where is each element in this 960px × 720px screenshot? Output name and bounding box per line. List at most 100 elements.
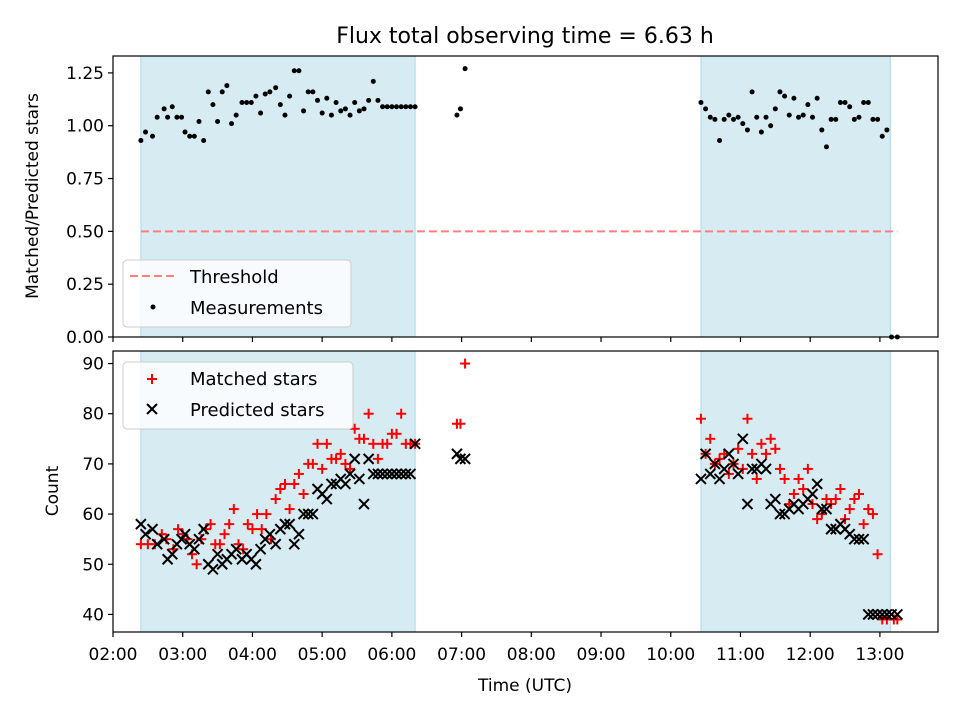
bottom-xtick-label: 08:00: [507, 645, 556, 665]
measurement-point: [721, 116, 727, 122]
matched-star-point: [844, 504, 855, 515]
measurement-point: [735, 114, 741, 120]
matched-star-point: [284, 504, 295, 515]
predicted-star-point: [454, 453, 467, 465]
matched-star-point: [779, 473, 790, 484]
bottom-ytick-label: 60: [82, 505, 104, 525]
predicted-star-point: [146, 523, 159, 535]
bottom-ytick-label: 40: [82, 605, 104, 625]
bottom-observing-window-2: [700, 350, 891, 633]
bottom-ylabel: Count: [43, 465, 63, 516]
legend-predicted-label: Predicted stars: [190, 400, 324, 421]
predicted-star-point: [381, 468, 393, 480]
predicted-star-point: [451, 448, 463, 460]
legend-measurements-swatch: [150, 304, 156, 310]
measurement-point: [187, 133, 193, 139]
measurement-point: [782, 93, 788, 99]
predicted-star-point: [867, 608, 879, 621]
predicted-star-point: [732, 468, 744, 480]
measurement-point: [870, 116, 876, 122]
predicted-star-point: [848, 533, 861, 545]
bottom-legend: Matched stars Predicted stars: [122, 361, 354, 430]
measurement-point: [143, 129, 149, 135]
measurement-point: [726, 112, 732, 118]
measurement-point: [768, 123, 774, 129]
matched-star-point: [358, 433, 369, 444]
measurement-point: [833, 116, 839, 122]
measurement-point: [248, 99, 254, 105]
matched-star-point: [238, 544, 249, 555]
measurement-point: [707, 114, 713, 120]
matched-star-point: [858, 519, 869, 530]
measurement-point: [352, 99, 358, 105]
top-panel: 0.00 0.25 0.50 0.75 1.00 1.25 Matched/Predict…: [23, 55, 939, 348]
measurement-point: [179, 114, 185, 120]
measurement-point: [253, 93, 259, 99]
matched-star-point: [812, 514, 823, 525]
bottom-xtick-label: 10:00: [646, 645, 695, 665]
predicted-star-point: [409, 438, 421, 450]
measurement-point: [454, 112, 460, 118]
bottom-xtick-label: 11:00: [716, 645, 765, 665]
predicted-star-point: [746, 463, 758, 475]
matched-star-point: [751, 473, 762, 484]
matched-star-point: [312, 438, 323, 449]
measurement-point: [777, 89, 783, 95]
measurement-point: [758, 129, 764, 135]
predicted-star-point: [853, 533, 865, 545]
bottom-xtick-label: 13:00: [855, 645, 904, 665]
top-ytick-label: 0.25: [66, 275, 104, 295]
measurement-point: [239, 99, 245, 105]
measurement-point: [328, 112, 334, 118]
measurement-point: [861, 99, 867, 105]
measurement-point: [154, 114, 160, 120]
predicted-star-point: [820, 503, 833, 515]
measurement-point: [229, 121, 235, 127]
top-ylabel: Matched/Predicted stars: [23, 93, 43, 299]
measurement-point: [205, 89, 211, 95]
matched-star-point: [228, 504, 239, 515]
matched-star-point: [872, 549, 883, 560]
bottom-ytick-label: 80: [82, 405, 104, 425]
predicted-star-point: [400, 468, 412, 480]
measurement-point: [165, 114, 171, 120]
measurement-point: [301, 108, 307, 114]
measurement-point: [823, 144, 829, 150]
measurement-point: [384, 104, 390, 110]
predicted-star-point: [741, 498, 754, 510]
measurement-point: [884, 127, 890, 133]
measurement-point: [196, 118, 202, 124]
matched-star-point: [275, 483, 286, 494]
matched-star-point: [307, 458, 318, 469]
predicted-star-point: [197, 523, 210, 535]
bottom-xtick-label: 03:00: [158, 645, 207, 665]
measurement-point: [740, 121, 746, 127]
predicted-star-point: [353, 473, 366, 485]
matched-star-point: [774, 463, 785, 474]
measurement-point: [174, 114, 180, 120]
predicted-star-point: [695, 473, 707, 485]
measurement-point: [380, 104, 386, 110]
predicted-star-point: [811, 478, 823, 490]
matched-star-point: [863, 504, 874, 515]
bottom-xtick-label: 04:00: [228, 645, 277, 665]
predicted-star-point: [395, 468, 407, 480]
predicted-star-point: [806, 488, 819, 500]
measurement-point: [219, 89, 225, 95]
predicted-star-point: [307, 508, 319, 520]
predicted-star-point: [139, 528, 152, 540]
legend-measurements-label: Measurements: [190, 298, 323, 319]
measurement-point: [791, 95, 797, 101]
matched-star-point: [695, 413, 706, 424]
predicted-star-point: [325, 478, 338, 490]
predicted-star-point: [254, 543, 267, 555]
matched-star-point: [372, 453, 383, 464]
predicted-star-point: [348, 453, 361, 465]
matched-star-point: [892, 614, 903, 625]
matched-star-point: [261, 509, 272, 520]
measurement-point: [287, 93, 293, 99]
top-ytick-label: 0.75: [66, 170, 104, 190]
predicted-star-point: [193, 533, 205, 545]
predicted-star-point: [166, 548, 178, 560]
predicted-star-point: [250, 558, 262, 570]
